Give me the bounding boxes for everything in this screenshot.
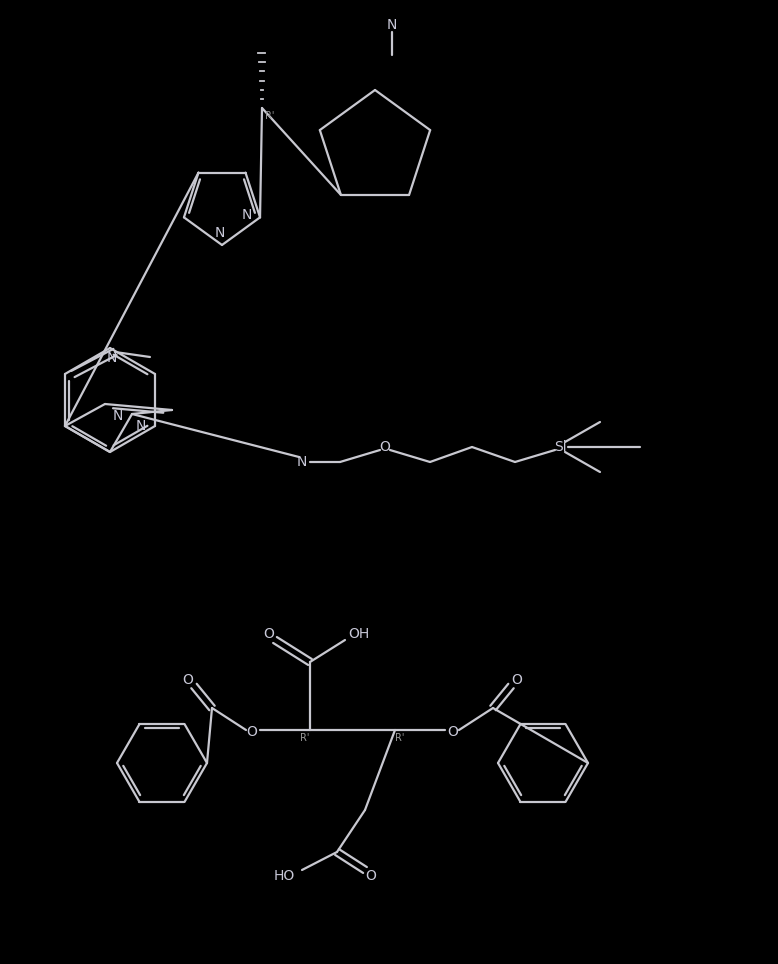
- Text: O: O: [247, 725, 258, 739]
- Text: N: N: [136, 419, 146, 433]
- Text: O: O: [512, 673, 523, 687]
- Text: R': R': [300, 733, 310, 743]
- Text: N: N: [113, 409, 123, 423]
- Text: N: N: [297, 455, 307, 469]
- Text: O: O: [264, 627, 275, 641]
- Text: O: O: [366, 869, 377, 883]
- Text: R': R': [265, 111, 275, 121]
- Text: OH: OH: [349, 627, 370, 641]
- Text: N: N: [242, 208, 252, 223]
- Text: R': R': [395, 733, 405, 743]
- Text: N: N: [107, 351, 117, 365]
- Text: O: O: [183, 673, 194, 687]
- Text: N: N: [215, 226, 225, 240]
- Text: O: O: [380, 440, 391, 454]
- Text: N: N: [387, 18, 398, 32]
- Text: HO: HO: [273, 869, 295, 883]
- Text: O: O: [447, 725, 458, 739]
- Text: Si: Si: [554, 440, 566, 454]
